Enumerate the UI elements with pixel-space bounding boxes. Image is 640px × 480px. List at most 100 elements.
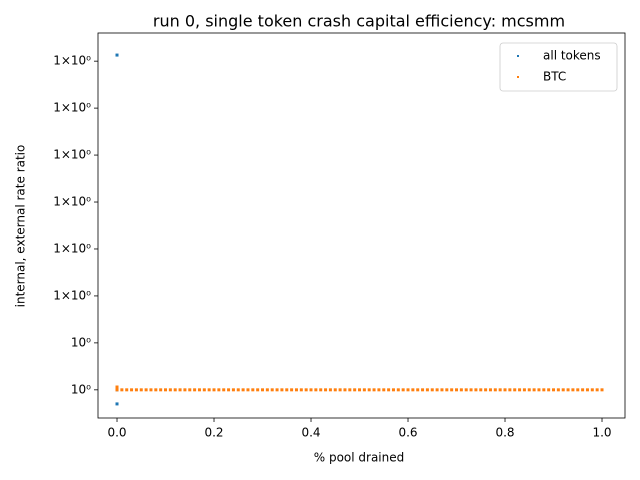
point <box>566 388 570 392</box>
y-tick-label: 1×10⁰ <box>53 195 91 209</box>
point <box>290 388 294 392</box>
point <box>372 388 376 392</box>
point <box>120 388 124 392</box>
y-tick-label: 10⁰ <box>71 382 91 396</box>
point <box>493 388 497 392</box>
point <box>474 388 478 392</box>
point <box>469 388 473 392</box>
x-tick-label: 0.2 <box>204 426 223 440</box>
point <box>377 388 381 392</box>
x-tick-label: 0.0 <box>107 426 126 440</box>
point <box>222 388 226 392</box>
point <box>464 388 468 392</box>
point <box>130 388 134 392</box>
point <box>440 388 444 392</box>
y-tick-label: 1×10⁰ <box>53 54 91 68</box>
point <box>362 388 366 392</box>
point <box>600 388 604 392</box>
point <box>518 388 522 392</box>
point <box>532 388 536 392</box>
point <box>202 388 206 392</box>
x-axis-label: % pool drained <box>314 451 405 465</box>
point <box>401 388 405 392</box>
point <box>353 388 357 392</box>
plot-frame <box>97 32 626 419</box>
point <box>522 388 526 392</box>
point <box>314 388 318 392</box>
point <box>435 388 439 392</box>
point <box>285 388 289 392</box>
point <box>387 388 391 392</box>
point <box>416 388 420 392</box>
point <box>581 388 585 392</box>
y-tick-label: 10⁰ <box>71 335 91 349</box>
point <box>144 388 148 392</box>
point <box>231 388 235 392</box>
point <box>333 388 337 392</box>
point <box>488 388 492 392</box>
point <box>178 388 182 392</box>
chart-title: run 0, single token crash capital effici… <box>153 12 565 31</box>
point <box>430 388 434 392</box>
point <box>270 388 274 392</box>
point <box>382 388 386 392</box>
point <box>421 388 425 392</box>
point <box>459 388 463 392</box>
point <box>241 388 245 392</box>
point <box>265 388 269 392</box>
point <box>212 388 216 392</box>
point <box>498 388 502 392</box>
point <box>164 388 168 392</box>
legend-box <box>499 42 618 92</box>
point <box>391 388 395 392</box>
point <box>406 388 410 392</box>
point <box>324 388 328 392</box>
legend-marker <box>517 55 519 57</box>
point <box>576 388 580 392</box>
point <box>411 388 415 392</box>
point <box>193 388 197 392</box>
point <box>542 388 546 392</box>
point <box>508 388 512 392</box>
point <box>246 388 250 392</box>
point <box>256 388 260 392</box>
point <box>450 388 454 392</box>
point <box>207 388 211 392</box>
point <box>168 388 172 392</box>
legend-label: all tokens <box>543 49 601 63</box>
point <box>396 388 400 392</box>
point <box>115 385 119 389</box>
point <box>319 388 323 392</box>
point <box>299 388 303 392</box>
y-tick-label: 1×10⁰ <box>53 288 91 302</box>
point <box>173 388 177 392</box>
point <box>537 388 541 392</box>
point <box>280 388 284 392</box>
point <box>294 388 298 392</box>
point <box>585 388 589 392</box>
point <box>595 388 599 392</box>
point <box>304 388 308 392</box>
y-tick-label: 1×10⁰ <box>53 101 91 115</box>
legend: all tokens BTC <box>499 42 618 92</box>
point <box>561 388 565 392</box>
legend-label: BTC <box>543 70 566 84</box>
point <box>367 388 371 392</box>
point <box>275 388 279 392</box>
point <box>513 388 517 392</box>
point <box>125 388 129 392</box>
point <box>445 388 449 392</box>
point <box>115 402 119 406</box>
point <box>139 388 143 392</box>
point <box>328 388 332 392</box>
point <box>348 388 352 392</box>
point <box>425 388 429 392</box>
point <box>484 388 488 392</box>
x-tick-label: 0.6 <box>398 426 417 440</box>
point <box>590 388 594 392</box>
point <box>338 388 342 392</box>
point <box>527 388 531 392</box>
y-tick-label: 1×10⁰ <box>53 241 91 255</box>
point <box>552 388 556 392</box>
